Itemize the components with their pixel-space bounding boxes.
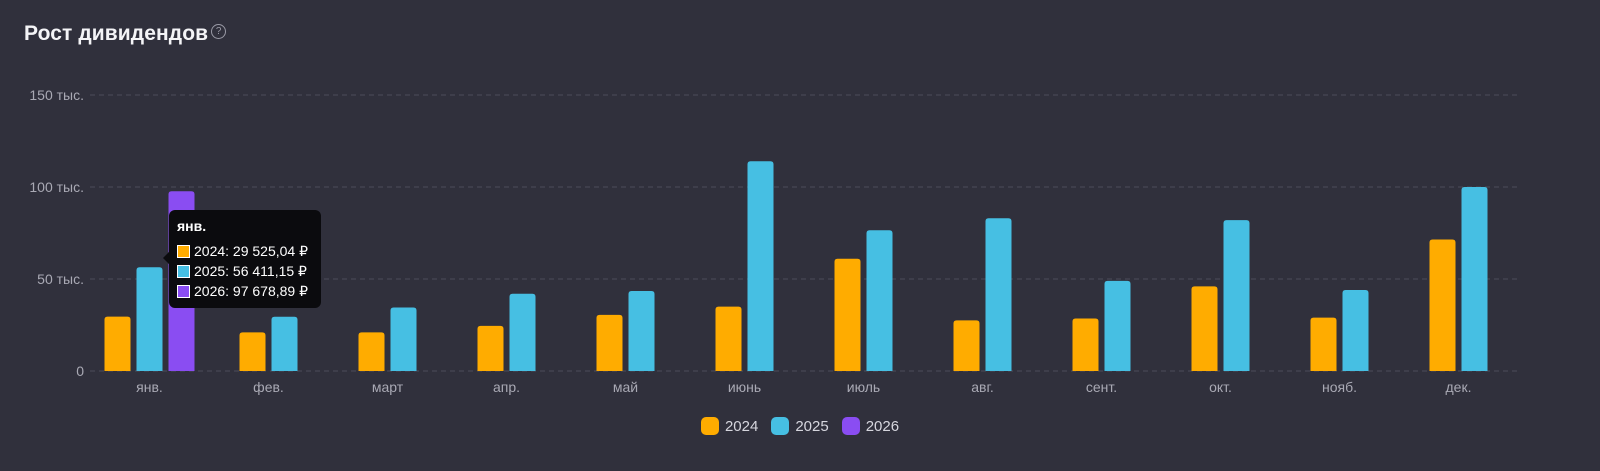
legend-swatch-2025	[771, 417, 790, 435]
bar-2024-1	[239, 332, 266, 371]
bar-2025-5	[747, 161, 774, 371]
tooltip-row-2025: 2025: 56 411,15 ₽	[177, 261, 313, 281]
bar-2024-9	[1191, 286, 1218, 371]
x-tick-label-8: сент.	[1086, 379, 1117, 395]
x-tick-label-4: май	[613, 379, 638, 395]
tooltip-swatch-2026	[177, 284, 190, 298]
bar-2024-5	[715, 306, 742, 371]
bar-2024-3	[477, 325, 504, 371]
tooltip-title: янв.	[177, 218, 207, 234]
legend-label-2024: 2024	[724, 417, 759, 435]
bar-2025-6	[866, 230, 893, 371]
x-tick-label-6: июль	[847, 379, 880, 395]
x-tick-label-10: нояб.	[1322, 379, 1357, 395]
x-tick-label-1: фев.	[253, 379, 284, 395]
legend-item-2024[interactable]: 2024	[700, 417, 759, 435]
legend-label-2026: 2026	[865, 417, 900, 435]
bar-2025-9	[1223, 220, 1250, 371]
bar-2025-4	[628, 290, 655, 371]
x-tick-label-11: дек.	[1446, 379, 1472, 395]
legend-label-2025: 2025	[795, 417, 829, 435]
y-tick-label-2: 100 тыс.	[29, 179, 84, 195]
tooltip-row-2026: 2026: 97 678,89 ₽	[177, 281, 313, 301]
bar-2025-2	[390, 307, 417, 371]
bar-2025-0	[136, 267, 163, 371]
x-tick-label-5: июнь	[728, 379, 761, 395]
legend-swatch-2026	[841, 417, 860, 435]
bar-2025-1	[271, 316, 298, 371]
bar-2024-11	[1429, 239, 1456, 371]
legend-item-2025[interactable]: 2025	[771, 417, 829, 435]
bar-2025-8	[1104, 280, 1131, 371]
bar-2025-11	[1461, 187, 1488, 371]
chart-legend: 2024 2025 2026	[0, 417, 1600, 435]
tooltip-text-2025: 2025: 56 411,15 ₽	[194, 262, 307, 279]
bar-2025-10	[1342, 290, 1369, 371]
legend-swatch-2024	[700, 417, 719, 435]
y-tick-label-1: 50 тыс.	[37, 271, 84, 287]
x-tick-label-3: апр.	[493, 379, 520, 395]
bar-2024-10	[1310, 317, 1337, 371]
tooltip-text-2026: 2026: 97 678,89 ₽	[194, 282, 309, 299]
chart-tooltip: янв. 2024: 29 525,04 ₽ 2025: 56 411,15 ₽…	[163, 210, 321, 308]
bar-2024-7	[953, 320, 980, 371]
bar-2025-3	[509, 293, 536, 371]
bar-2024-4	[596, 314, 623, 371]
chart-title: Рост дивидендов	[24, 22, 209, 45]
tooltip-row-2024: 2024: 29 525,04 ₽	[177, 241, 313, 261]
y-tick-label-0: 0	[76, 363, 84, 379]
y-tick-label-3: 150 тыс.	[29, 87, 84, 103]
x-tick-label-7: авг.	[971, 379, 994, 395]
chart-header: Рост дивидендов ?	[24, 22, 227, 46]
bar-2025-7	[985, 218, 1012, 371]
bar-2024-2	[358, 332, 385, 371]
x-tick-label-9: окт.	[1209, 379, 1232, 395]
bar-2024-8	[1072, 318, 1099, 371]
bar-2024-0	[104, 316, 131, 371]
tooltip-swatch-2024	[177, 244, 190, 258]
bar-2024-6	[834, 258, 861, 371]
legend-item-2026[interactable]: 2026	[841, 417, 900, 435]
question-circle-icon[interactable]: ?	[211, 24, 227, 39]
tooltip-swatch-2025	[177, 264, 190, 278]
x-tick-label-2: март	[372, 379, 404, 395]
x-tick-label-0: янв.	[136, 379, 163, 395]
tooltip-text-2024: 2024: 29 525,04 ₽	[194, 242, 309, 259]
